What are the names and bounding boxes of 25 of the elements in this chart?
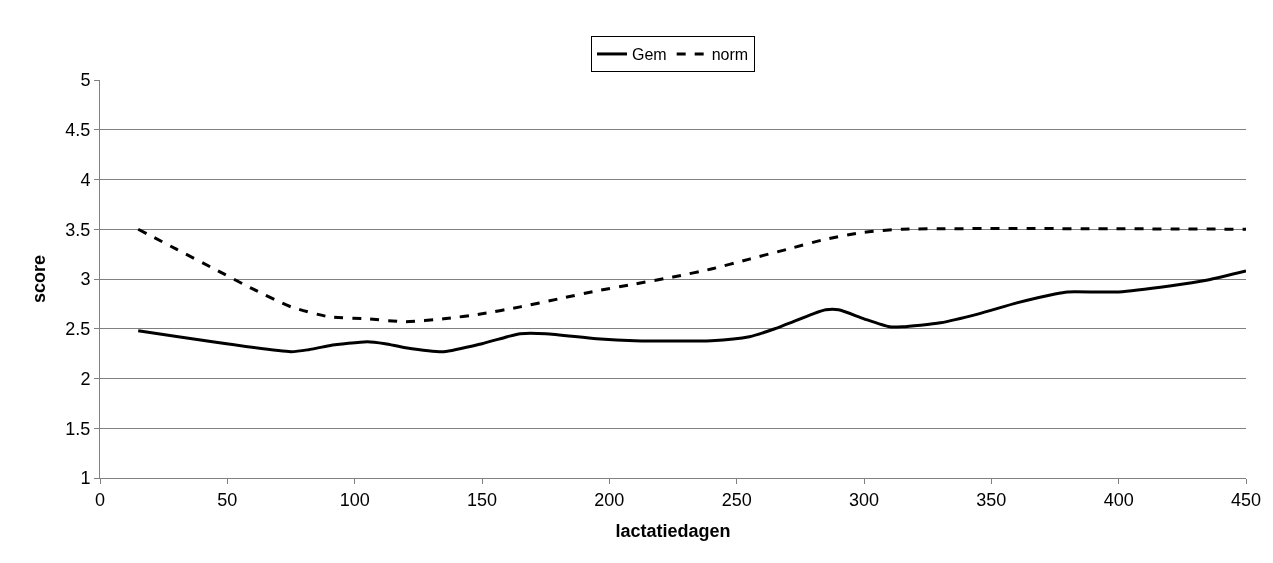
y-tick-label: 2	[80, 368, 91, 389]
y-tick-label: 3	[80, 269, 91, 290]
x-tick-label: 450	[1230, 489, 1262, 510]
legend-label: norm	[711, 46, 749, 64]
x-tick-label: 300	[848, 489, 880, 510]
line-series	[136, 227, 1246, 324]
x-tick-label: 200	[594, 489, 625, 510]
x-tick-label: 350	[976, 489, 1007, 510]
legend-label: Gem	[632, 46, 667, 64]
y-tick-label: 3.5	[65, 219, 91, 240]
x-tick-label: 0	[94, 489, 106, 510]
x-tick-label: 250	[721, 489, 752, 510]
y-tick-label: 5	[80, 70, 91, 91]
y-tick-label: 1.5	[65, 418, 91, 439]
y-axis-title: score	[28, 254, 49, 304]
x-tick-label: 400	[1103, 489, 1134, 510]
x-tick-label: 100	[339, 489, 370, 510]
x-tick-label: 50	[217, 489, 238, 510]
x-axis-title: lactatiedagen	[615, 520, 731, 541]
x-tick-label: 150	[466, 489, 498, 510]
line-series	[136, 269, 1246, 354]
y-tick-label: 1	[80, 468, 91, 489]
y-tick-label: 4.5	[65, 120, 91, 141]
y-tick-label: 4	[80, 169, 91, 190]
y-tick-label: 2.5	[65, 319, 91, 340]
